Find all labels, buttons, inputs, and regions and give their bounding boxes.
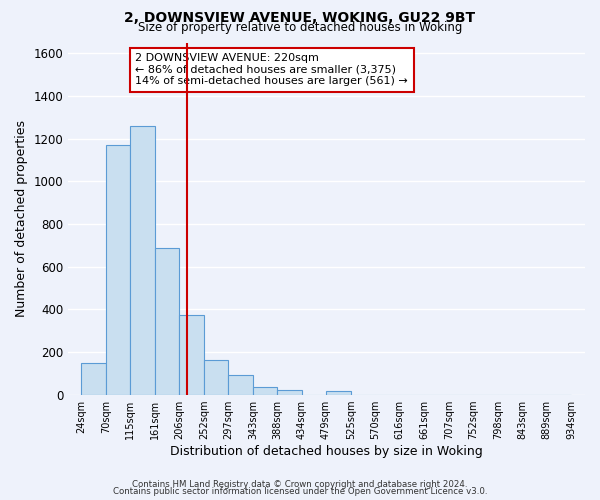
Bar [253,386,277,394]
Bar [155,248,179,394]
Bar [179,314,203,394]
Y-axis label: Number of detached properties: Number of detached properties [15,120,28,317]
Bar [229,376,253,394]
Bar [277,390,302,394]
X-axis label: Distribution of detached houses by size in Woking: Distribution of detached houses by size … [170,444,483,458]
Text: Contains public sector information licensed under the Open Government Licence v3: Contains public sector information licen… [113,487,487,496]
Bar [106,145,130,394]
Text: Size of property relative to detached houses in Woking: Size of property relative to detached ho… [138,21,462,34]
Bar [82,363,106,394]
Bar [130,126,155,394]
Text: 2, DOWNSVIEW AVENUE, WOKING, GU22 9BT: 2, DOWNSVIEW AVENUE, WOKING, GU22 9BT [124,11,476,25]
Text: Contains HM Land Registry data © Crown copyright and database right 2024.: Contains HM Land Registry data © Crown c… [132,480,468,489]
Bar [204,360,229,394]
Bar [326,392,350,394]
Text: 2 DOWNSVIEW AVENUE: 220sqm
← 86% of detached houses are smaller (3,375)
14% of s: 2 DOWNSVIEW AVENUE: 220sqm ← 86% of deta… [136,53,408,86]
